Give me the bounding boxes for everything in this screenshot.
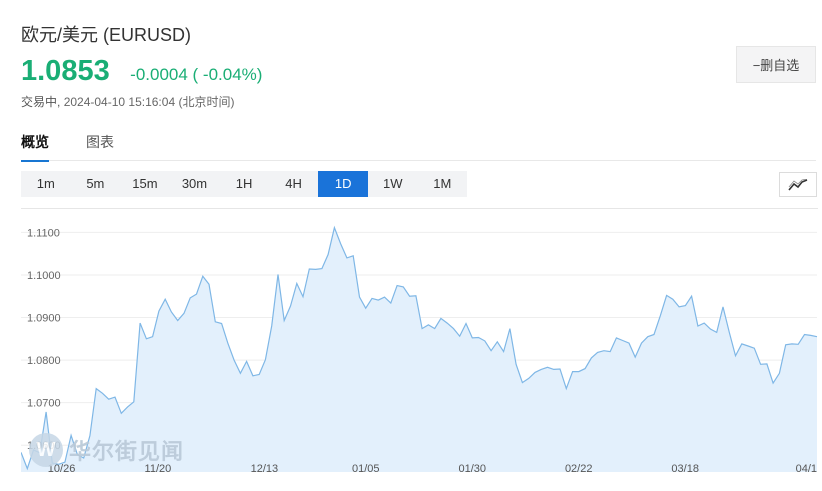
period-15m[interactable]: 15m — [132, 176, 158, 191]
price-chart[interactable]: 1.11001.10001.09001.08001.07001.06001.05… — [20, 208, 818, 491]
x-tick-label: 01/30 — [458, 463, 486, 475]
y-tick-label: 1.0500 — [27, 483, 61, 484]
line-chart-icon — [788, 178, 808, 191]
period-1h[interactable]: 1H — [235, 176, 253, 191]
x-tick-label: 03/18 — [671, 463, 699, 475]
remove-favorite-button[interactable]: −删自选 — [736, 46, 816, 83]
trading-status: 交易中, 2024-04-10 15:16:04 (北京时间) — [21, 93, 234, 110]
price-row: 1.0853 -0.0004 ( -0.04%) — [21, 55, 262, 89]
x-tick-label: 04/1 — [796, 463, 817, 475]
x-tick-label: 10/26 — [48, 463, 76, 475]
price-line — [20, 225, 818, 471]
period-5m[interactable]: 5m — [86, 176, 105, 191]
period-4h[interactable]: 4H — [285, 176, 302, 191]
tab-chart[interactable]: 图表 — [86, 134, 114, 150]
y-tick-label: 1.0700 — [27, 398, 61, 410]
status-label: 交易中, — [21, 95, 61, 109]
period-selector: 1m 5m 15m 30m 1H 4H 1D 1W 1M — [21, 171, 467, 197]
y-tick-label: 1.1000 — [27, 270, 61, 282]
price-change: -0.0004 ( -0.04%) — [130, 65, 263, 84]
chart-type-button[interactable] — [779, 172, 817, 197]
x-tick-label: 01/05 — [352, 463, 380, 475]
watermark-logo: W — [29, 433, 63, 467]
price-area — [21, 227, 817, 472]
chart-svg: 1.11001.10001.09001.08001.07001.06001.05… — [20, 225, 818, 491]
timezone-label: (北京时间) — [178, 95, 235, 109]
period-30m[interactable]: 30m — [181, 176, 208, 191]
instrument-title: 欧元/美元 (EURUSD) — [21, 25, 191, 45]
y-tick-label: 1.0900 — [27, 313, 61, 325]
watermark-text: 华尔街见闻 — [69, 439, 185, 465]
last-price: 1.0853 — [21, 55, 110, 87]
period-1m[interactable]: 1m — [36, 176, 55, 191]
period-1mo[interactable]: 1M — [433, 176, 452, 191]
tab-overview[interactable]: 概览 — [21, 132, 49, 162]
x-tick-label: 12/13 — [251, 463, 279, 475]
update-timestamp: 2024-04-10 15:16:04 — [63, 95, 176, 109]
period-1w[interactable]: 1W — [382, 176, 403, 191]
x-tick-label: 11/20 — [145, 463, 172, 475]
y-tick-label: 1.0800 — [27, 355, 61, 367]
x-tick-label: 02/22 — [565, 463, 593, 475]
tab-bar: 概览 图表 — [21, 132, 816, 162]
y-tick-label: 1.1100 — [27, 227, 60, 239]
watermark: W 华尔街见闻 — [29, 433, 184, 467]
period-1d[interactable]: 1D — [318, 171, 368, 197]
